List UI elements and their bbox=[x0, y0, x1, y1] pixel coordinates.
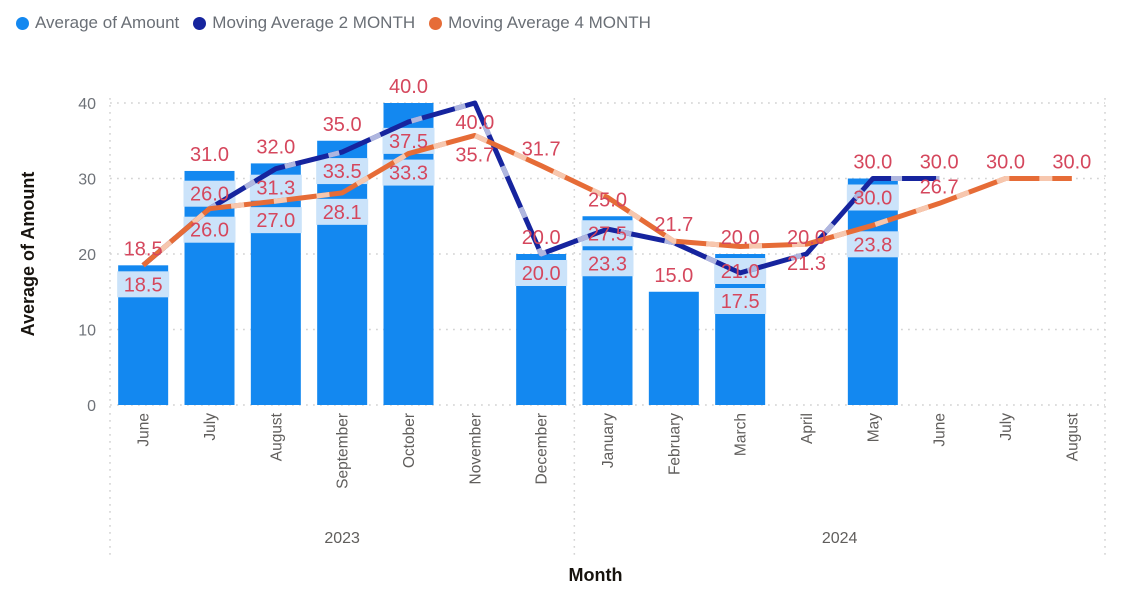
legend-item-average-of-amount[interactable]: Average of Amount bbox=[16, 13, 179, 33]
data-label: 35.7 bbox=[455, 144, 494, 166]
data-label: 21.3 bbox=[787, 253, 826, 275]
data-label: 31.3 bbox=[256, 178, 295, 200]
y-tick-label: 40 bbox=[78, 96, 96, 113]
bar-february-8[interactable] bbox=[648, 291, 699, 405]
data-label: 18.5 bbox=[124, 274, 163, 296]
x-category-label: January bbox=[600, 413, 617, 468]
data-label: 30.0 bbox=[920, 152, 959, 174]
legend: Average of Amount Moving Average 2 MONTH… bbox=[16, 13, 651, 33]
data-label: 23.3 bbox=[588, 253, 627, 275]
y-tick-label: 10 bbox=[78, 323, 96, 340]
data-label: 20.0 bbox=[787, 227, 826, 249]
x-axis-title: Month bbox=[569, 565, 623, 585]
legend-label: Moving Average 4 MONTH bbox=[448, 13, 651, 32]
legend-label: Average of Amount bbox=[35, 13, 180, 32]
year-label: 2023 bbox=[324, 530, 360, 547]
bar-january-7[interactable] bbox=[582, 216, 633, 405]
data-label: 26.0 bbox=[190, 184, 229, 206]
x-category-label: May bbox=[865, 413, 882, 443]
label-band bbox=[117, 271, 170, 298]
data-label: 40.0 bbox=[389, 76, 428, 98]
legend-item-moving-average-2[interactable]: Moving Average 2 MONTH bbox=[193, 13, 415, 33]
label-band bbox=[581, 250, 634, 277]
data-label: 31.0 bbox=[190, 144, 229, 166]
data-label: 28.1 bbox=[323, 202, 362, 224]
year-label: 2024 bbox=[822, 530, 858, 547]
data-label: 20.0 bbox=[522, 263, 561, 285]
data-label: 27.5 bbox=[588, 223, 627, 245]
y-axis-title: Average of Amount bbox=[18, 172, 38, 337]
data-label: 15.0 bbox=[654, 265, 693, 287]
data-label: 30.0 bbox=[853, 188, 892, 210]
legend-label: Moving Average 2 MONTH bbox=[212, 13, 416, 32]
data-label: 32.0 bbox=[256, 136, 295, 158]
data-label: 17.5 bbox=[721, 291, 760, 313]
x-category-label: August bbox=[268, 412, 285, 461]
data-label: 26.7 bbox=[920, 176, 959, 198]
x-category-label: October bbox=[401, 413, 418, 468]
x-category-label: June bbox=[932, 413, 949, 447]
data-label: 20.0 bbox=[522, 227, 561, 249]
data-label: 27.0 bbox=[256, 210, 295, 232]
data-label: 23.8 bbox=[853, 234, 892, 256]
line-pale-overlay bbox=[141, 100, 940, 276]
legend-item-moving-average-4[interactable]: Moving Average 4 MONTH bbox=[429, 13, 651, 33]
label-band bbox=[515, 260, 568, 286]
data-label: 35.0 bbox=[323, 114, 362, 136]
data-label: 20.0 bbox=[721, 227, 760, 249]
y-tick-label: 30 bbox=[78, 172, 96, 189]
x-category-label: September bbox=[335, 413, 352, 489]
x-category-label: July bbox=[202, 413, 219, 441]
y-tick-label: 20 bbox=[78, 247, 96, 264]
legend-swatch-ma4-icon bbox=[429, 16, 443, 30]
x-category-label: December bbox=[534, 413, 551, 485]
x-category-label: April bbox=[799, 413, 816, 444]
data-label: 18.5 bbox=[124, 238, 163, 260]
label-band bbox=[249, 207, 302, 234]
data-label: 21.7 bbox=[654, 214, 693, 236]
data-label: 40.0 bbox=[455, 112, 494, 134]
legend-swatch-ma2-icon bbox=[193, 16, 207, 30]
label-band bbox=[846, 231, 899, 258]
x-category-label: July bbox=[998, 413, 1015, 441]
data-label: 26.0 bbox=[190, 220, 229, 242]
legend-swatch-bar-icon bbox=[16, 16, 29, 30]
data-label: 33.3 bbox=[389, 163, 428, 185]
bar-may-11[interactable] bbox=[847, 178, 898, 406]
data-label: 30.0 bbox=[853, 152, 892, 174]
label-band bbox=[183, 180, 236, 207]
x-category-label: June bbox=[136, 413, 153, 447]
label-band bbox=[714, 288, 767, 314]
x-category-label: November bbox=[467, 413, 484, 485]
data-label: 21.0 bbox=[721, 261, 760, 283]
label-band bbox=[316, 198, 369, 225]
data-label: 37.5 bbox=[389, 131, 428, 153]
line-pale-overlay bbox=[141, 132, 1072, 268]
data-label: 25.0 bbox=[588, 189, 627, 211]
x-category-label: February bbox=[666, 413, 683, 475]
x-category-label: March bbox=[733, 413, 750, 456]
y-tick-label: 0 bbox=[87, 398, 96, 415]
data-label: 30.0 bbox=[986, 152, 1025, 174]
data-label: 33.5 bbox=[323, 161, 362, 183]
data-label: 31.7 bbox=[522, 139, 561, 161]
x-category-label: August bbox=[1064, 412, 1081, 461]
data-label: 30.0 bbox=[1052, 152, 1091, 174]
